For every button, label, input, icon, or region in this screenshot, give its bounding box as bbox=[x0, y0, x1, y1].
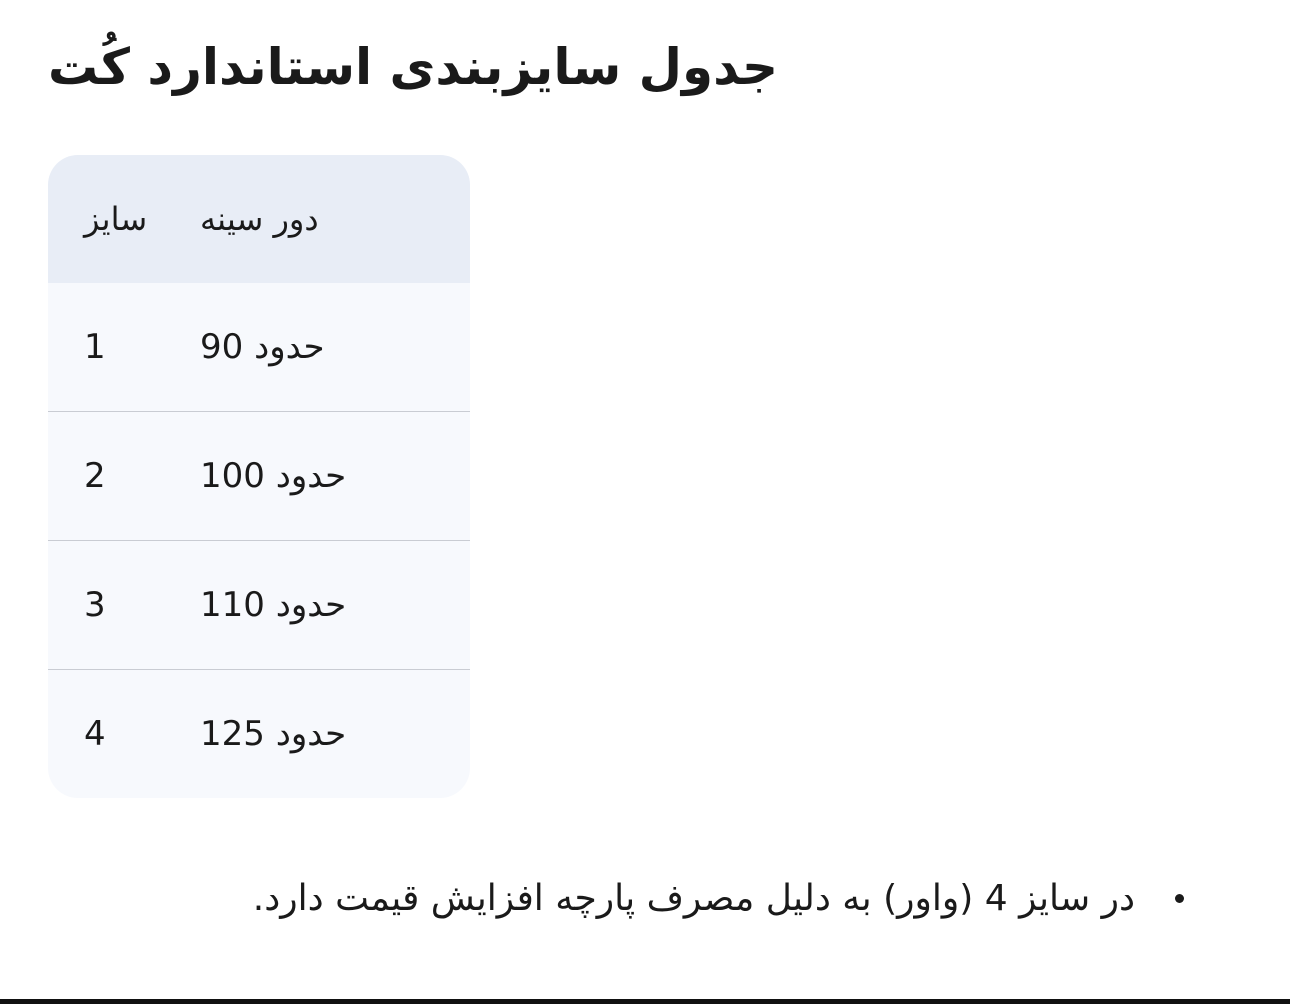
cell-size: 1 bbox=[84, 327, 106, 367]
cell-chest: حدود 125 bbox=[200, 714, 347, 754]
table-row: 2 حدود 100 bbox=[48, 411, 470, 540]
table-row: 4 حدود 125 bbox=[48, 669, 470, 798]
note-list-item: در سایز 4 (واور) به دلیل مصرف پارچه افزا… bbox=[80, 878, 1190, 919]
page-title: جدول سایزبندی استاندارد کُت bbox=[48, 38, 779, 96]
cell-size: 3 bbox=[84, 585, 106, 625]
note-text: در سایز 4 (واور) به دلیل مصرف پارچه افزا… bbox=[252, 878, 1135, 919]
size-table: سایز دور سینه 1 حدود 90 2 حدود 100 3 حدو… bbox=[48, 155, 470, 798]
table-header-row: سایز دور سینه bbox=[48, 155, 470, 283]
bottom-divider bbox=[0, 999, 1290, 1004]
table-row: 1 حدود 90 bbox=[48, 283, 470, 411]
cell-chest: حدود 90 bbox=[200, 327, 325, 367]
table-row: 3 حدود 110 bbox=[48, 540, 470, 669]
cell-chest: حدود 100 bbox=[200, 456, 347, 496]
header-chest: دور سینه bbox=[200, 200, 319, 238]
cell-size: 2 bbox=[84, 456, 106, 496]
header-size: سایز bbox=[84, 200, 148, 238]
bullet-icon bbox=[1175, 894, 1184, 903]
cell-chest: حدود 110 bbox=[200, 585, 347, 625]
cell-size: 4 bbox=[84, 714, 106, 754]
